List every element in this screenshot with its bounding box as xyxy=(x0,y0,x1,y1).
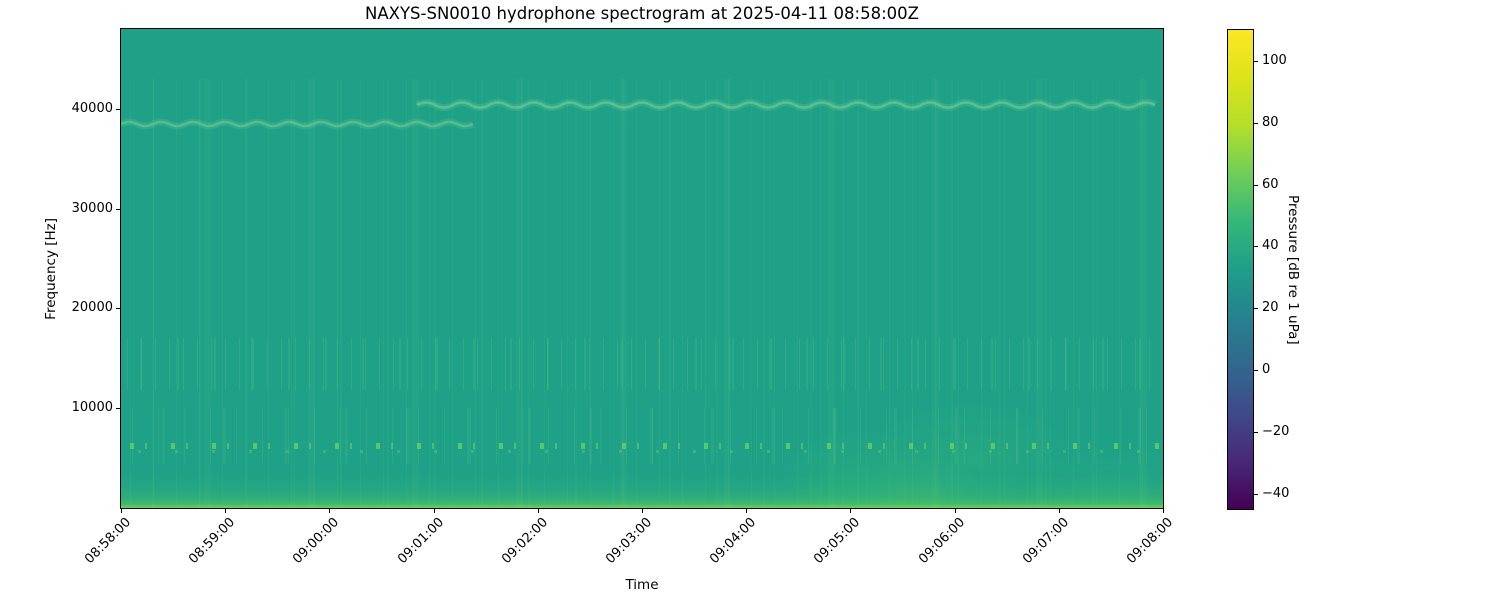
colorbar-tick-label: 80 xyxy=(1262,115,1279,130)
x-tick-mark xyxy=(1163,509,1164,513)
chart-title: NAXYS-SN0010 hydrophone spectrogram at 2… xyxy=(365,4,919,23)
spectrogram-plot-area xyxy=(120,28,1164,509)
y-tick-mark xyxy=(116,308,120,309)
spectrogram-pulse-dash-row-faint xyxy=(121,450,1163,453)
y-tick-mark xyxy=(116,209,120,210)
spectrogram-tonal-waves xyxy=(121,99,1157,130)
tonal-wave-high xyxy=(416,101,1156,109)
y-tick-mark xyxy=(116,408,120,409)
colorbar-tick-label: 100 xyxy=(1262,53,1287,68)
x-tick-mark xyxy=(850,509,851,513)
x-tick-mark xyxy=(434,509,435,513)
y-tick-label: 20000 xyxy=(71,300,113,315)
colorbar-tick-mark xyxy=(1254,61,1258,62)
colorbar-tick-mark xyxy=(1254,432,1258,433)
colorbar-tick-label: 0 xyxy=(1262,362,1271,377)
y-tick-mark xyxy=(116,109,120,110)
colorbar-tick-mark xyxy=(1254,308,1258,309)
x-tick-mark xyxy=(1059,509,1060,513)
x-tick-mark xyxy=(329,509,330,513)
x-tick-mark xyxy=(642,509,643,513)
colorbar-tick-label: −40 xyxy=(1262,486,1290,501)
tonal-wave-low-glow xyxy=(121,118,475,130)
x-tick-label: 09:08:00 xyxy=(1123,515,1176,567)
colorbar-tick-mark xyxy=(1254,123,1258,124)
colorbar-tick-label: 60 xyxy=(1262,177,1279,192)
colorbar xyxy=(1227,29,1254,510)
colorbar-label: Pressure [dB re 1 uPa] xyxy=(1285,194,1301,345)
x-tick-mark xyxy=(121,509,122,513)
colorbar-tick-mark xyxy=(1254,370,1258,371)
colorbar-tick-label: 20 xyxy=(1262,300,1279,315)
x-axis-label: Time xyxy=(625,577,659,593)
colorbar-tick-label: −20 xyxy=(1262,424,1290,439)
colorbar-tick-mark xyxy=(1254,185,1258,186)
colorbar-tick-label: 40 xyxy=(1262,238,1279,253)
y-tick-label: 40000 xyxy=(71,101,113,116)
tonal-wave-high-glow xyxy=(415,99,1157,111)
spectrogram-striations-lowband xyxy=(121,408,1163,464)
spectrogram-lowfreq-band xyxy=(121,474,1163,508)
tonal-wave-low xyxy=(121,120,474,128)
x-tick-mark xyxy=(225,509,226,513)
colorbar-tick-mark xyxy=(1254,494,1258,495)
spectrogram-striations-faint xyxy=(121,79,1163,508)
y-tick-label: 30000 xyxy=(71,201,113,216)
x-tick-mark xyxy=(955,509,956,513)
x-tick-mark xyxy=(538,509,539,513)
spectrogram-pulse-dash-row xyxy=(121,443,1163,449)
x-tick-mark xyxy=(746,509,747,513)
colorbar-tick-mark xyxy=(1254,246,1258,247)
y-tick-label: 10000 xyxy=(71,400,113,415)
colorbar-label-container: Pressure [dB re 1 uPa] xyxy=(1282,29,1304,510)
spectrogram-striations-midband xyxy=(121,338,1163,390)
x-tick-label-wrap: 09:08:00 xyxy=(1005,515,1176,567)
